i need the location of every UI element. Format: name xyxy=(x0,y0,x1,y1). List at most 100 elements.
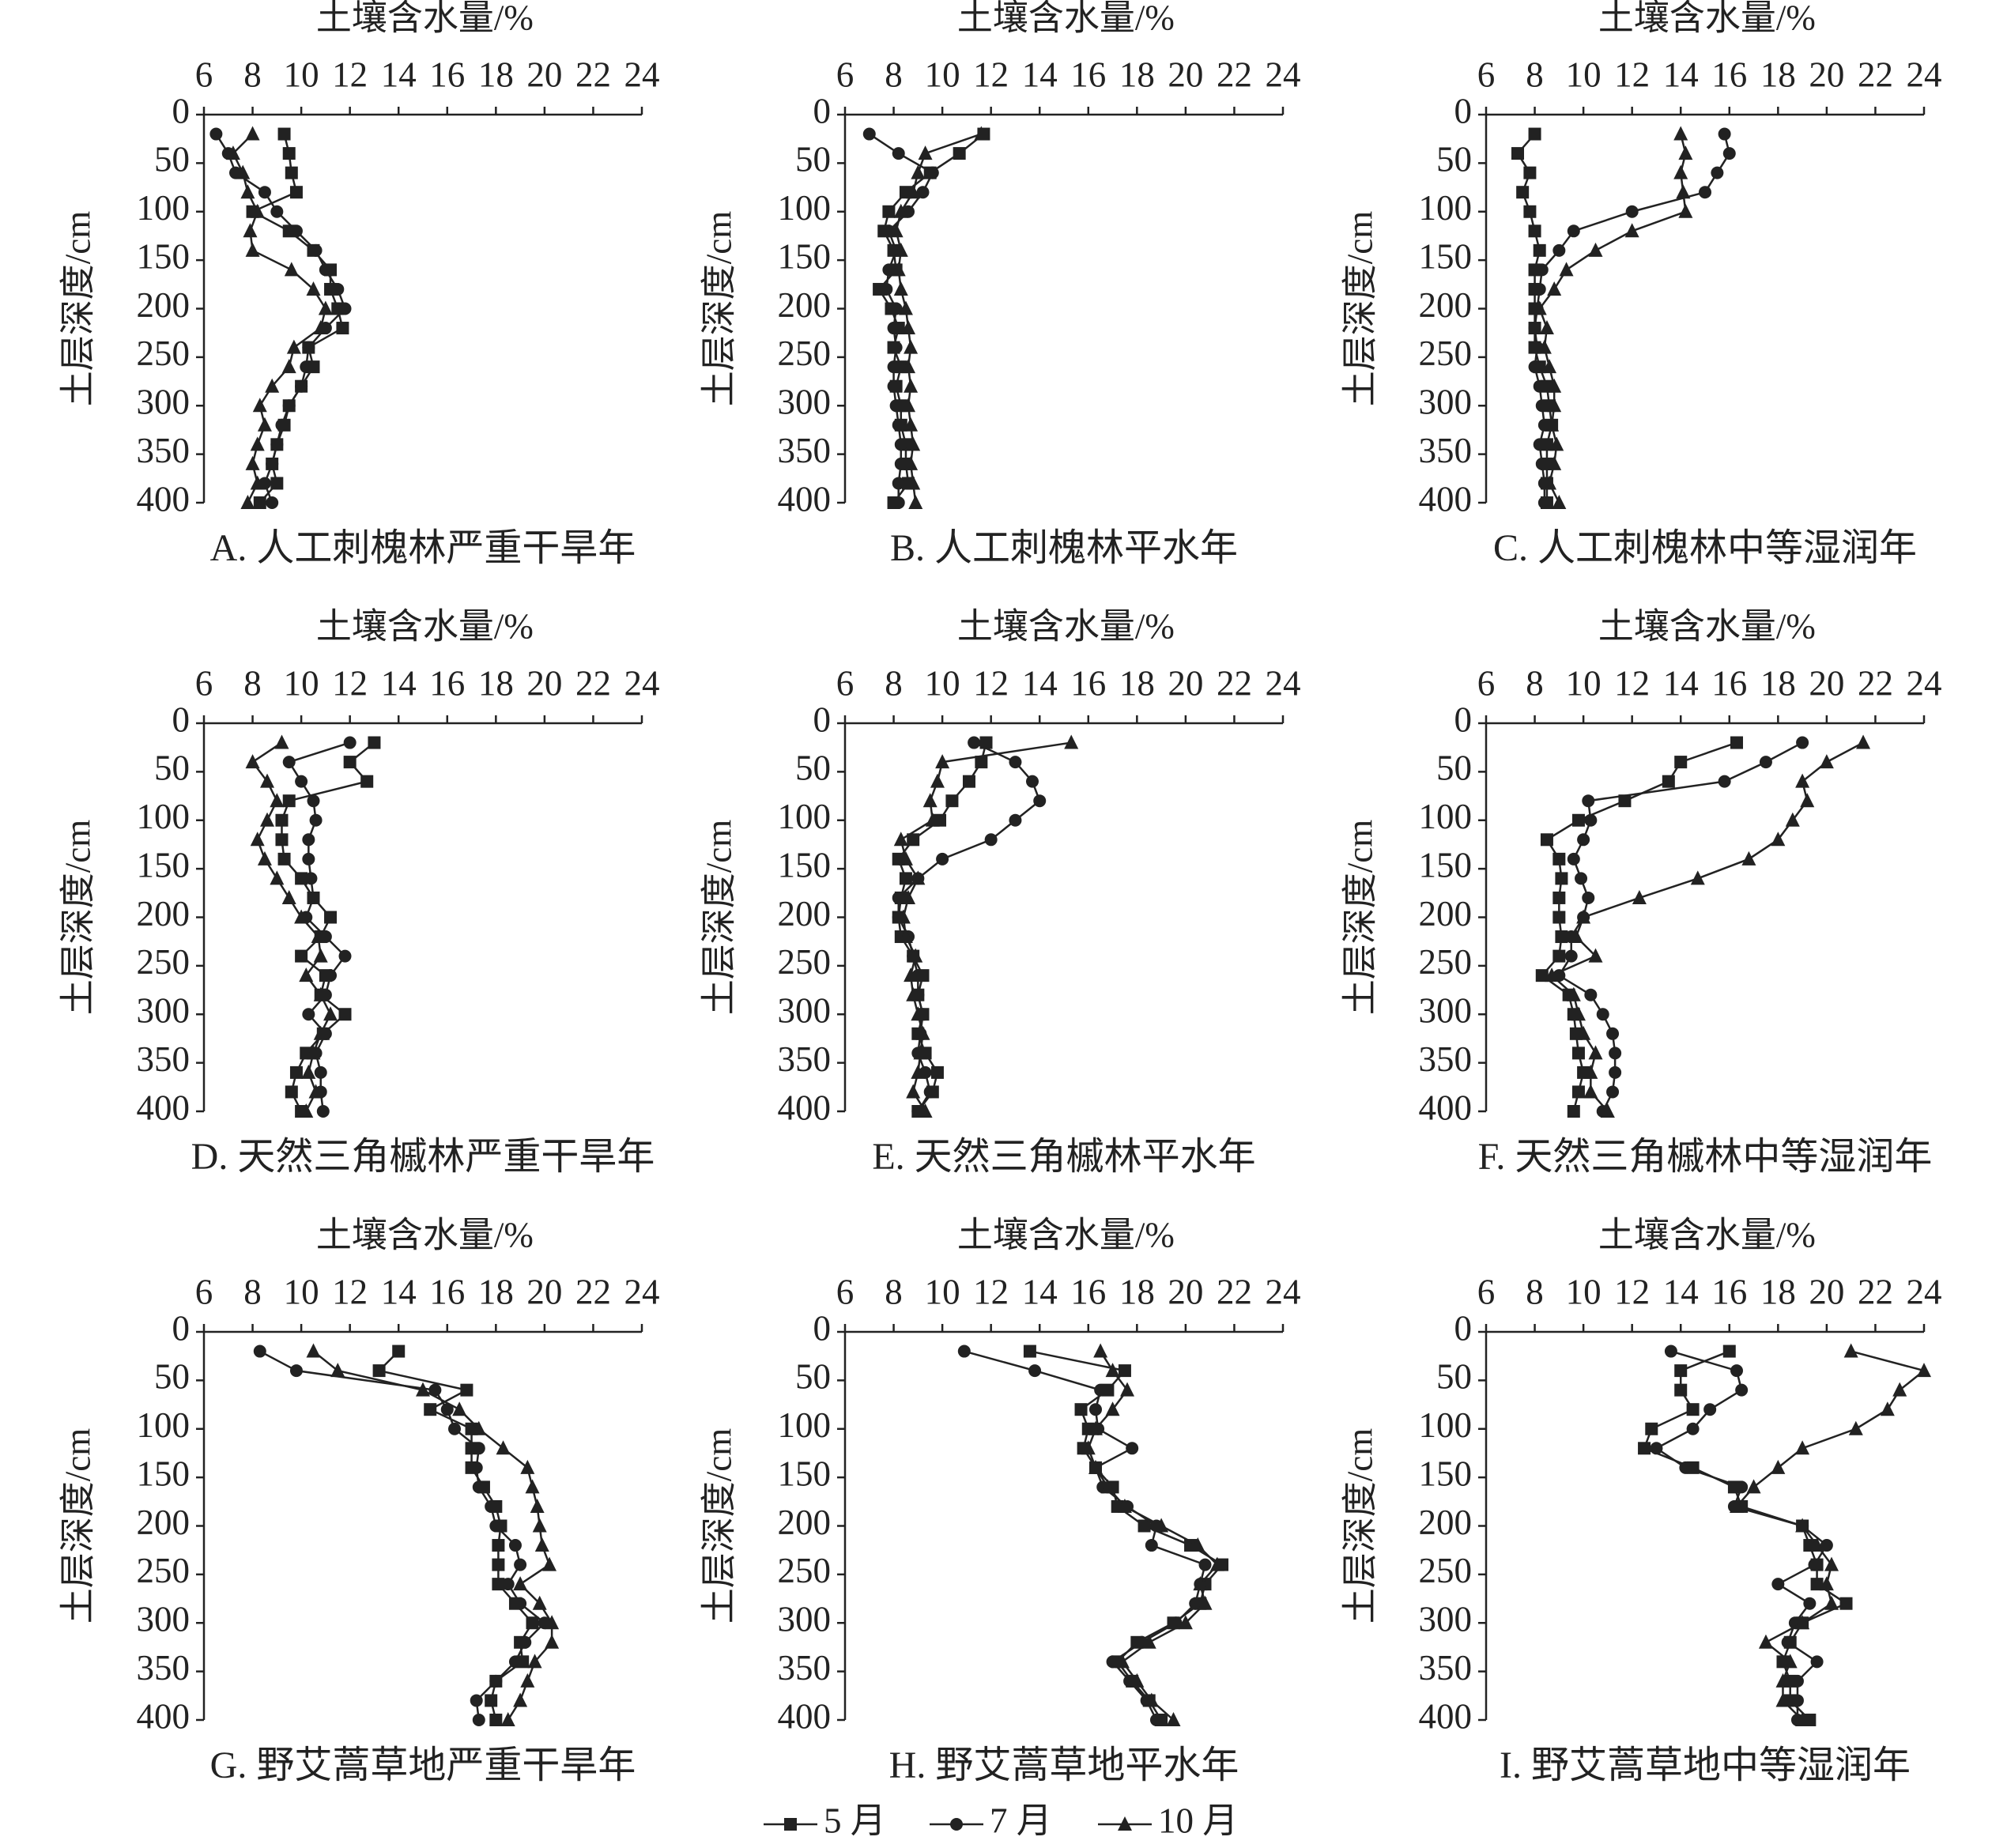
marker-triangle xyxy=(893,832,908,847)
panel-caption: C. 人工刺槐林中等湿润年 xyxy=(1493,527,1917,569)
marker-triangle xyxy=(1746,1479,1761,1494)
x-tick-label: 8 xyxy=(885,1272,903,1311)
marker-triangle xyxy=(911,1006,926,1021)
x-tick-label: 20 xyxy=(1809,1272,1844,1311)
y-tick-label: 200 xyxy=(1419,285,1473,325)
marker-triangle xyxy=(513,1576,528,1591)
marker-circle xyxy=(936,852,949,866)
x-tick-label: 12 xyxy=(1614,55,1650,94)
marker-triangle xyxy=(1676,184,1691,199)
marker-triangle xyxy=(452,1401,467,1416)
marker-circle xyxy=(319,263,332,277)
x-axis-title: 土壤含水量/% xyxy=(957,606,1175,646)
marker-square xyxy=(460,1383,473,1397)
y-tick-label: 400 xyxy=(137,1696,191,1736)
marker-circle xyxy=(1606,1085,1620,1099)
marker-triangle xyxy=(250,436,265,451)
marker-circle xyxy=(1703,1403,1717,1416)
y-tick-label: 150 xyxy=(778,1454,832,1493)
marker-triangle xyxy=(1588,242,1603,257)
x-tick-label: 6 xyxy=(195,663,213,703)
x-tick-label: 16 xyxy=(1711,55,1747,94)
y-tick-label: 400 xyxy=(778,1088,832,1127)
marker-triangle xyxy=(532,1595,547,1610)
y-tick-label: 200 xyxy=(1419,1503,1473,1542)
marker-triangle xyxy=(904,378,919,393)
marker-square xyxy=(277,852,291,866)
x-tick-label: 10 xyxy=(925,1272,960,1311)
marker-triangle xyxy=(245,754,260,769)
marker-triangle xyxy=(1583,1064,1598,1079)
marker-triangle xyxy=(893,242,908,257)
series-line xyxy=(897,742,987,1112)
marker-triangle xyxy=(925,812,940,827)
marker-triangle xyxy=(252,398,267,413)
marker-circle xyxy=(1126,1442,1139,1455)
marker-square xyxy=(899,872,912,885)
marker-triangle xyxy=(1120,1382,1135,1397)
marker-circle xyxy=(1609,1047,1622,1060)
marker-circle xyxy=(514,1597,527,1610)
x-tick-label: 12 xyxy=(1614,1272,1650,1311)
x-tick-label: 18 xyxy=(478,1272,514,1311)
y-axis-title: 土层深度/cm xyxy=(1340,820,1379,1015)
marker-triangle xyxy=(1824,1556,1839,1571)
marker-circle xyxy=(1582,794,1595,808)
x-tick-label: 18 xyxy=(1760,55,1796,94)
y-tick-label: 200 xyxy=(778,285,832,325)
marker-triangle xyxy=(245,242,260,257)
marker-triangle xyxy=(922,793,938,808)
marker-triangle xyxy=(918,1103,933,1118)
marker-circle xyxy=(302,833,315,847)
y-axis-title: 土层深度/cm xyxy=(699,1428,738,1624)
marker-circle xyxy=(501,1578,515,1591)
marker-circle xyxy=(508,1539,522,1552)
y-tick-label: 150 xyxy=(778,845,832,884)
marker-triangle xyxy=(1552,495,1567,509)
marker-circle xyxy=(1790,1674,1804,1688)
x-tick-label: 24 xyxy=(1907,1272,1942,1311)
x-tick-label: 14 xyxy=(1663,663,1699,703)
marker-circle xyxy=(270,438,284,451)
marker-triangle xyxy=(1819,754,1834,769)
marker-circle xyxy=(1730,1364,1744,1378)
marker-square xyxy=(1674,1383,1688,1397)
marker-circle xyxy=(1699,186,1711,199)
x-axis-title: 土壤含水量/% xyxy=(316,606,534,646)
marker-circle xyxy=(472,1442,485,1455)
y-tick-label: 150 xyxy=(1419,236,1473,276)
y-tick-label: 100 xyxy=(1419,797,1473,836)
marker-circle xyxy=(282,756,296,769)
panel-caption: D. 天然三角槭林严重干旱年 xyxy=(191,1136,655,1178)
y-tick-label: 200 xyxy=(1419,894,1473,933)
marker-circle xyxy=(889,341,903,354)
panel-caption: B. 人工刺槐林平水年 xyxy=(890,527,1238,569)
marker-triangle xyxy=(908,495,923,509)
marker-circle xyxy=(1567,224,1580,238)
marker-square xyxy=(784,1818,797,1831)
y-tick-label: 350 xyxy=(1419,431,1473,470)
marker-square xyxy=(492,1558,505,1571)
marker-circle xyxy=(489,1674,503,1688)
y-tick-label: 0 xyxy=(813,700,832,739)
marker-square xyxy=(1074,1403,1088,1416)
marker-square xyxy=(1511,147,1525,160)
marker-triangle xyxy=(1193,1576,1208,1591)
y-tick-label: 200 xyxy=(778,894,832,933)
marker-circle xyxy=(309,813,323,827)
marker-square xyxy=(289,186,303,199)
marker-triangle xyxy=(257,850,272,866)
marker-triangle xyxy=(250,832,265,847)
marker-circle xyxy=(338,302,352,315)
x-tick-label: 22 xyxy=(1858,55,1893,94)
x-tick-label: 22 xyxy=(575,55,611,94)
x-tick-label: 24 xyxy=(1907,55,1942,94)
legend-label: 7 月 xyxy=(990,1801,1052,1840)
y-tick-label: 250 xyxy=(778,1551,832,1590)
y-tick-label: 50 xyxy=(1436,749,1472,788)
y-tick-label: 300 xyxy=(137,383,191,422)
y-tick-label: 200 xyxy=(778,1503,832,1542)
marker-triangle xyxy=(1105,1401,1120,1416)
marker-triangle xyxy=(313,1025,328,1040)
x-tick-label: 10 xyxy=(925,663,960,703)
